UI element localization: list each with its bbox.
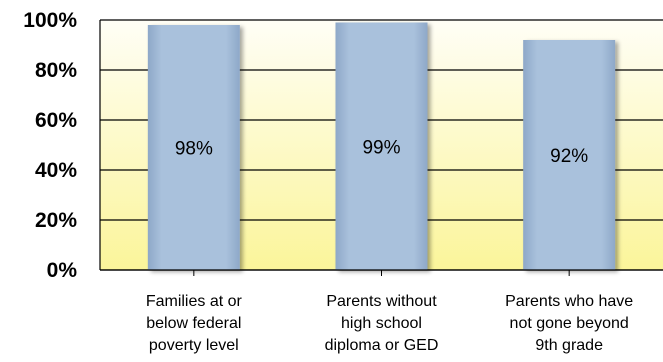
y-tick-label: 0% bbox=[47, 259, 78, 282]
bar bbox=[147, 25, 240, 270]
axes bbox=[99, 20, 663, 276]
bars bbox=[147, 22, 616, 270]
bar bbox=[523, 40, 616, 270]
labels: 0% 20% 40% 60% 80% 100% 98% Families at or below… bbox=[23, 9, 633, 354]
y-tick-label: 100% bbox=[23, 9, 77, 32]
x-category-label: Parents who have not gone beyond 9th grade bbox=[505, 293, 633, 354]
x-category-label: Families at or below federal poverty level bbox=[146, 293, 243, 354]
data-label: 98% bbox=[175, 139, 213, 160]
data-label: 99% bbox=[362, 137, 400, 158]
y-tick-label: 40% bbox=[35, 159, 77, 182]
x-category-label: Parents without high school diploma or GED bbox=[325, 293, 439, 354]
y-tick-label: 20% bbox=[35, 209, 77, 232]
bar bbox=[335, 22, 428, 270]
y-tick-label: 60% bbox=[35, 109, 77, 132]
y-tick-label: 80% bbox=[35, 59, 77, 82]
data-label: 92% bbox=[550, 146, 588, 167]
